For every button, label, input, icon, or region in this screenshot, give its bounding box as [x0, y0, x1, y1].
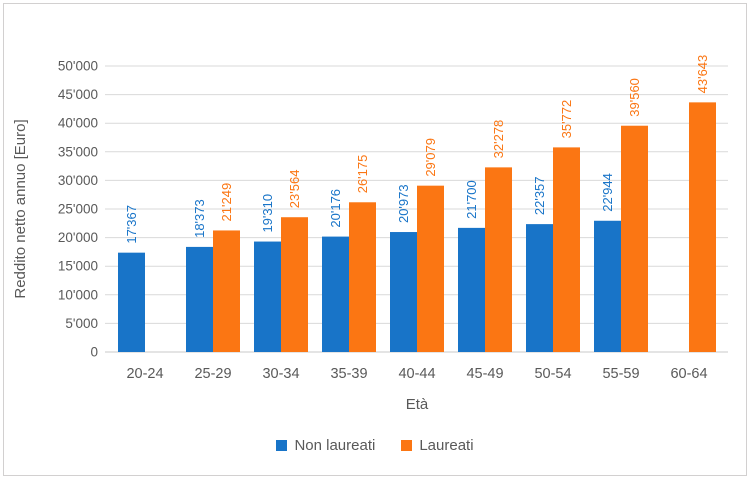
- data-label-30-34: 19'310: [260, 194, 275, 233]
- data-label-45-49: 32'278: [491, 120, 506, 159]
- bar-non-laureati-50-54: [526, 224, 553, 352]
- x-tick-label-30-34: 30-34: [262, 366, 299, 382]
- x-axis-title: Età: [406, 396, 429, 413]
- x-tick-label-45-49: 45-49: [466, 366, 503, 382]
- bar-laureati-30-34: [281, 217, 308, 352]
- legend-swatch-non-laureati: [276, 440, 288, 451]
- bar-laureati-60-64: [689, 102, 716, 353]
- y-tick-label: 15'000: [58, 259, 98, 274]
- bar-non-laureati-30-34: [254, 241, 281, 352]
- data-label-25-29: 21'249: [219, 183, 234, 222]
- x-tick-label-35-39: 35-39: [330, 366, 367, 382]
- data-labels-group: 17'367 18'373 21'249 19'310 23'564 20'176 26'1…: [124, 55, 710, 244]
- x-tick-label-40-44: 40-44: [398, 366, 435, 382]
- x-tick-label-55-59: 55-59: [602, 366, 639, 382]
- bar-non-laureati-55-59: [594, 220, 621, 352]
- x-axis-tick-labels: 20-24 25-29 30-34 35-39 40-44 45-49 50-54 55-59…: [126, 366, 707, 382]
- data-label-20-24: 17'367: [124, 205, 139, 244]
- bar-non-laureati-25-29: [186, 246, 213, 352]
- legend-item-laureati: Laureati: [401, 437, 474, 454]
- bar-laureati-55-59: [621, 125, 648, 352]
- y-tick-label: 5'000: [65, 316, 98, 331]
- y-tick-label: 25'000: [58, 202, 98, 217]
- bar-laureati-45-49: [485, 167, 512, 352]
- bar-non-laureati-35-39: [322, 236, 349, 352]
- x-tick-label-25-29: 25-29: [194, 366, 231, 382]
- y-tick-label: 0: [90, 345, 98, 360]
- legend-item-non-laureati: Non laureati: [276, 438, 375, 453]
- y-tick-label: 20'000: [58, 230, 98, 245]
- bar-laureati-25-29: [213, 230, 240, 352]
- data-label-55-59: 39'560: [627, 78, 642, 117]
- y-tick-label: 40'000: [58, 116, 98, 131]
- data-label-30-34: 23'564: [287, 170, 302, 209]
- data-label-25-29: 18'373: [192, 199, 207, 238]
- data-label-35-39: 20'176: [328, 189, 343, 228]
- y-tick-label: 10'000: [58, 287, 98, 302]
- x-tick-label-60-64: 60-64: [670, 366, 707, 382]
- chart-legend: Non laureati Laureati: [0, 438, 750, 453]
- legend-swatch-laureati: [401, 440, 413, 451]
- data-label-60-64: 43'643: [695, 55, 710, 94]
- legend-label-laureati: Laureati: [419, 437, 474, 454]
- data-label-40-44: 20'973: [396, 184, 411, 223]
- legend-label-non-laureati: Non laureati: [294, 437, 376, 454]
- bar-laureati-40-44: [417, 185, 444, 352]
- bar-non-laureati-40-44: [390, 232, 417, 352]
- bar-laureati-35-39: [349, 202, 376, 352]
- data-label-40-44: 29'079: [423, 138, 438, 177]
- bars-group: [118, 102, 716, 353]
- x-tick-label-20-24: 20-24: [126, 366, 163, 382]
- y-tick-label: 50'000: [58, 59, 98, 74]
- y-tick-label: 45'000: [58, 87, 98, 102]
- data-label-55-59: 22'944: [600, 173, 615, 212]
- bar-non-laureati-45-49: [458, 227, 485, 352]
- data-label-50-54: 35'772: [559, 100, 574, 139]
- y-tick-label: 35'000: [58, 144, 98, 159]
- y-axis-tick-labels: 0 5'000 10'000 15'000 20'000 25'000 30'000 35'0…: [58, 59, 98, 360]
- y-tick-label: 30'000: [58, 173, 98, 188]
- data-label-45-49: 21'700: [464, 180, 479, 219]
- x-tick-label-50-54: 50-54: [534, 366, 571, 382]
- bar-laureati-50-54: [553, 147, 580, 352]
- y-axis-title: Reddito netto annuo [Euro]: [12, 119, 29, 298]
- data-label-35-39: 26'175: [355, 155, 370, 194]
- bar-non-laureati-20-24: [118, 252, 145, 352]
- data-label-50-54: 22'357: [532, 176, 547, 215]
